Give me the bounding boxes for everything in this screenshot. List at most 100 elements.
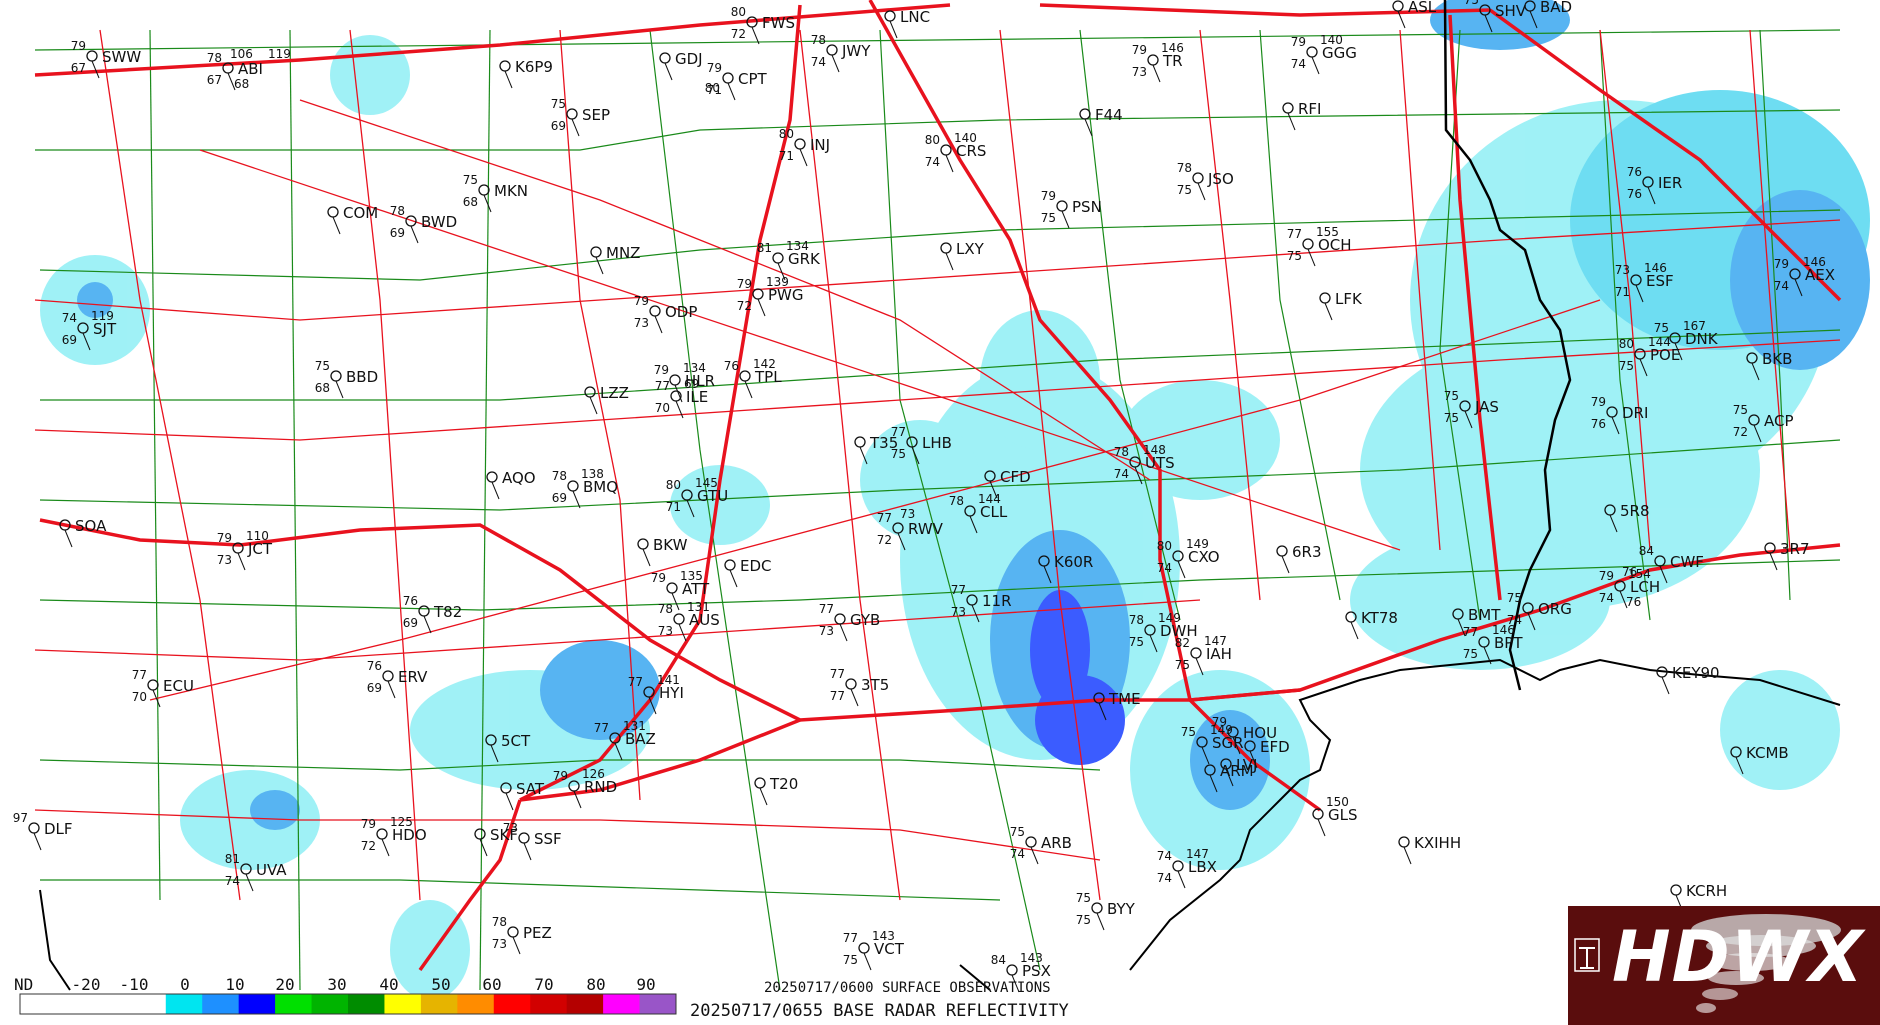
station-id: PEZ [523, 924, 552, 942]
station-sww: SWW 79 67 [71, 39, 141, 79]
dewpoint: 74 [1291, 57, 1306, 71]
station-5r8: 5R8 [1604, 502, 1650, 533]
station-id: VCT [874, 940, 905, 958]
station-id: PSN [1072, 198, 1102, 216]
pressure: 135 [680, 569, 703, 583]
pressure: 110 [246, 529, 269, 543]
station-id: SKF [490, 826, 518, 844]
station-id: ILE [686, 388, 708, 406]
wind-barb [1350, 621, 1359, 640]
dewpoint: 72 [877, 533, 892, 547]
station-id: DWH [1160, 622, 1198, 640]
dewpoint: 72 [731, 27, 746, 41]
wind-barb [614, 742, 623, 761]
legend-swatch [493, 994, 531, 1014]
wind-barb [751, 26, 760, 45]
station-psn: PSN 79 75 [1041, 189, 1102, 229]
wind-barb [664, 62, 673, 81]
pressure: 147 [1204, 634, 1227, 648]
temperature: 80 [779, 127, 794, 141]
temperature: 79 [737, 277, 752, 291]
wind-barb [1397, 10, 1406, 29]
wind-barb [757, 298, 766, 317]
station-id: BBD [346, 368, 378, 386]
dewpoint: 73 [658, 624, 673, 638]
temperature: 75 [1464, 0, 1479, 7]
wind-barb [1177, 560, 1186, 579]
station-3r7: 3R7 [1764, 540, 1810, 571]
station-id: GYB [850, 611, 880, 629]
station-ier: IER 76 76 [1627, 165, 1682, 205]
station-kt78: KT78 [1345, 609, 1398, 640]
temperature: 77 [1463, 625, 1478, 639]
wind-barb [512, 936, 521, 955]
pressure: 139 [766, 275, 789, 289]
temperature: 80 [925, 133, 940, 147]
wind-barb [227, 72, 236, 91]
legend-swatch [457, 994, 495, 1014]
station-hyi: HYI 77 141 [628, 673, 684, 715]
station-lnc: LNC [884, 8, 930, 39]
temperature: 79 [1212, 715, 1227, 729]
wind-barb [82, 332, 91, 351]
state-line [1443, 0, 1572, 691]
wind-barb [863, 952, 872, 971]
legend-label: 70 [534, 975, 553, 994]
dewpoint: 68 [315, 381, 330, 395]
legend-label: 30 [327, 975, 346, 994]
station-id: KXIHH [1414, 834, 1461, 852]
pressure: 143 [1020, 951, 1043, 965]
station-id: T82 [433, 603, 462, 621]
station-id: T20 [769, 775, 798, 793]
station-ggg: GGG 79 74 140 [1291, 33, 1357, 75]
dewpoint: 73 [217, 553, 232, 567]
wind-barb [850, 688, 859, 707]
temperature: 79 [1591, 395, 1606, 409]
legend-swatch [56, 994, 94, 1014]
wind-barb [1609, 514, 1618, 533]
station-id: GRK [788, 250, 821, 268]
wind-barb [237, 552, 246, 571]
station-efd: EFD [1244, 738, 1290, 769]
station-gyb: GYB 77 73 [819, 602, 880, 642]
temperature: 80 [1619, 337, 1634, 351]
wind-barb [1011, 974, 1020, 993]
station-id: RFI [1298, 100, 1321, 118]
dewpoint: 74 [1507, 613, 1522, 627]
pressure: 146 [1803, 255, 1826, 269]
station-id: MNZ [606, 244, 640, 262]
station-id: CPT [738, 70, 768, 88]
station-arb: ARB 75 74 [1010, 825, 1072, 865]
station-id: TME [1108, 690, 1141, 708]
wind-barb [686, 499, 695, 518]
wind-barb [911, 446, 920, 465]
station-id: BYY [1107, 900, 1136, 918]
temperature: 77 [819, 602, 834, 616]
pressure: 146 [1161, 41, 1184, 55]
station-fws: FWS 80 72 [731, 5, 795, 45]
station-id: COM [343, 204, 378, 222]
station-iah: IAH 82 75 147 [1175, 634, 1232, 676]
station-sgr: SGR 75 149 [1181, 723, 1244, 765]
dewpoint: 73 [492, 937, 507, 951]
station-id: ECU [163, 677, 194, 695]
wind-barb [675, 400, 684, 419]
station-id: KT78 [1361, 609, 1398, 627]
station-mnz: MNZ [590, 244, 640, 275]
dewpoint: 75 [1463, 647, 1478, 661]
station-kxihh: KXIHH [1398, 834, 1461, 865]
temperature: 76 [367, 659, 382, 673]
station-id: UVA [256, 861, 287, 879]
station-id: KCRH [1686, 882, 1727, 900]
temperature: 78 [949, 494, 964, 508]
dewpoint: 74 [225, 874, 240, 888]
wind-barb [777, 262, 786, 281]
station-id: 6R3 [1292, 543, 1322, 561]
legend-swatch [202, 994, 240, 1014]
legend-swatch [92, 994, 130, 1014]
station-cfd: CFD [984, 468, 1031, 499]
temperature: 76 [724, 359, 739, 373]
station-id: T35 [869, 434, 898, 452]
